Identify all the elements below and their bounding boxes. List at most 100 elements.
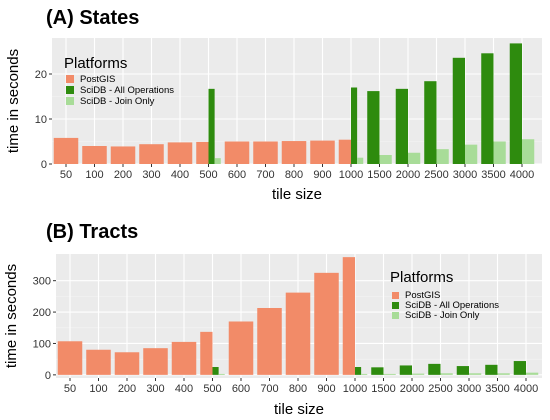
bar-scidb-join-only: [412, 373, 425, 375]
y-tick-label: 100: [33, 338, 51, 350]
x-tick-label: 1500: [367, 169, 391, 181]
panel-a-title: (A) States: [46, 7, 139, 29]
legend-label: SciDB - Join Only: [405, 310, 480, 321]
legend-label: SciDB - All Operations: [80, 85, 174, 96]
panel-b-y-ticks: 0 100 200 300: [33, 276, 56, 382]
x-tick-label: 50: [64, 383, 76, 395]
legend-swatch: [392, 292, 399, 299]
x-tick-label: 600: [228, 169, 246, 181]
panel-a-y-axis-title: time in seconds: [5, 49, 22, 153]
bar-scidb-all-operations: [481, 53, 494, 164]
legend-swatch: [392, 302, 399, 309]
bar-scidb-all-operations: [513, 361, 526, 375]
x-tick-label: 2000: [396, 169, 420, 181]
x-tick-label: 3000: [457, 383, 481, 395]
x-tick-label: 2000: [400, 383, 424, 395]
x-tick-label: 100: [85, 169, 103, 181]
bar-scidb-join-only: [379, 155, 392, 164]
y-tick-label: 0: [45, 370, 51, 382]
bar-postgis: [342, 257, 355, 375]
bar-scidb-join-only: [436, 149, 449, 164]
panel-a-states: (A) States 0 10 20 50 100 200 300 400 500 600 700…: [5, 7, 542, 203]
bar-scidb-join-only: [214, 158, 221, 164]
panel-a-y-ticks: 0 10 20: [35, 69, 52, 171]
x-tick-label: 300: [146, 383, 164, 395]
bar-scidb-join-only: [440, 373, 453, 375]
bar-scidb-all-operations: [212, 367, 219, 375]
bar-scidb-join-only: [408, 152, 421, 164]
bar-scidb-join-only: [493, 141, 506, 164]
panel-b-y-axis-title: time in seconds: [3, 264, 20, 368]
legend-swatch: [392, 312, 399, 319]
legend-title: Platforms: [390, 269, 453, 286]
bar-scidb-join-only: [526, 372, 539, 375]
legend-label: SciDB - All Operations: [405, 300, 499, 311]
y-tick-label: 300: [33, 276, 51, 288]
x-tick-label: 3000: [453, 169, 477, 181]
x-tick-label: 400: [171, 169, 189, 181]
x-tick-label: 500: [203, 383, 221, 395]
bar-scidb-all-operations: [395, 88, 408, 164]
x-tick-label: 4000: [510, 169, 534, 181]
x-tick-label: 1500: [371, 383, 395, 395]
panel-b-x-ticks: 50 100 200 300 400 500 600 700 800 900 1000 1500 200…: [64, 378, 538, 395]
bar-scidb-all-operations: [355, 367, 362, 375]
bar-postgis: [57, 341, 83, 375]
x-tick-label: 700: [256, 169, 274, 181]
panel-b-bars: [57, 257, 539, 375]
x-tick-label: 200: [114, 169, 132, 181]
bar-postgis: [171, 341, 197, 375]
bar-postgis: [310, 140, 335, 164]
legend-swatch: [66, 75, 74, 83]
bar-postgis: [253, 141, 278, 164]
bar-postgis: [143, 348, 168, 375]
bar-scidb-all-operations: [428, 363, 441, 375]
x-tick-label: 3500: [485, 383, 509, 395]
legend-swatch: [66, 97, 74, 105]
x-tick-label: 800: [289, 383, 307, 395]
bar-scidb-all-operations: [452, 57, 465, 164]
bar-postgis: [110, 146, 136, 164]
x-tick-label: 1000: [339, 169, 363, 181]
x-tick-label: 900: [317, 383, 335, 395]
bar-scidb-join-only: [361, 373, 368, 375]
panel-b-title: (B) Tracts: [46, 221, 138, 243]
legend-title: Platforms: [64, 55, 127, 72]
bar-scidb-all-operations: [509, 43, 522, 164]
x-tick-label: 600: [232, 383, 250, 395]
panel-a-x-ticks: 50 100 200 300 400 500 600 700 800 900 1000 1500 200…: [60, 164, 534, 181]
x-tick-label: 400: [175, 383, 193, 395]
x-tick-label: 50: [60, 169, 72, 181]
bar-scidb-join-only: [383, 373, 396, 375]
bar-scidb-all-operations: [456, 366, 469, 375]
panel-b-tracts: (B) Tracts 0 100 200 300 50 100 200 300 400 500 6…: [3, 221, 542, 418]
bar-postgis: [285, 292, 311, 375]
x-tick-label: 2500: [424, 169, 448, 181]
panel-a-x-axis-title: tile size: [272, 186, 322, 203]
x-tick-label: 4000: [514, 383, 538, 395]
bar-scidb-all-operations: [351, 87, 358, 164]
x-tick-label: 200: [118, 383, 136, 395]
bar-scidb-all-operations: [424, 81, 437, 164]
x-tick-label: 900: [313, 169, 331, 181]
x-tick-label: 1000: [343, 383, 367, 395]
bar-postgis: [196, 141, 209, 164]
legend-label: SciDB - Join Only: [80, 96, 155, 107]
legend-label: PostGIS: [80, 74, 115, 85]
bar-postgis: [200, 331, 213, 375]
bar-scidb-all-operations: [367, 91, 380, 164]
bar-postgis: [86, 349, 111, 375]
x-tick-label: 3500: [481, 169, 505, 181]
bar-postgis: [338, 139, 351, 164]
bar-postgis: [82, 146, 107, 164]
bar-postgis: [228, 321, 254, 375]
bar-scidb-all-operations: [485, 364, 498, 375]
bar-scidb-all-operations: [399, 365, 412, 375]
x-tick-label: 300: [142, 169, 160, 181]
bar-postgis: [224, 141, 250, 164]
bar-postgis: [281, 141, 307, 164]
bar-scidb-join-only: [465, 144, 478, 164]
